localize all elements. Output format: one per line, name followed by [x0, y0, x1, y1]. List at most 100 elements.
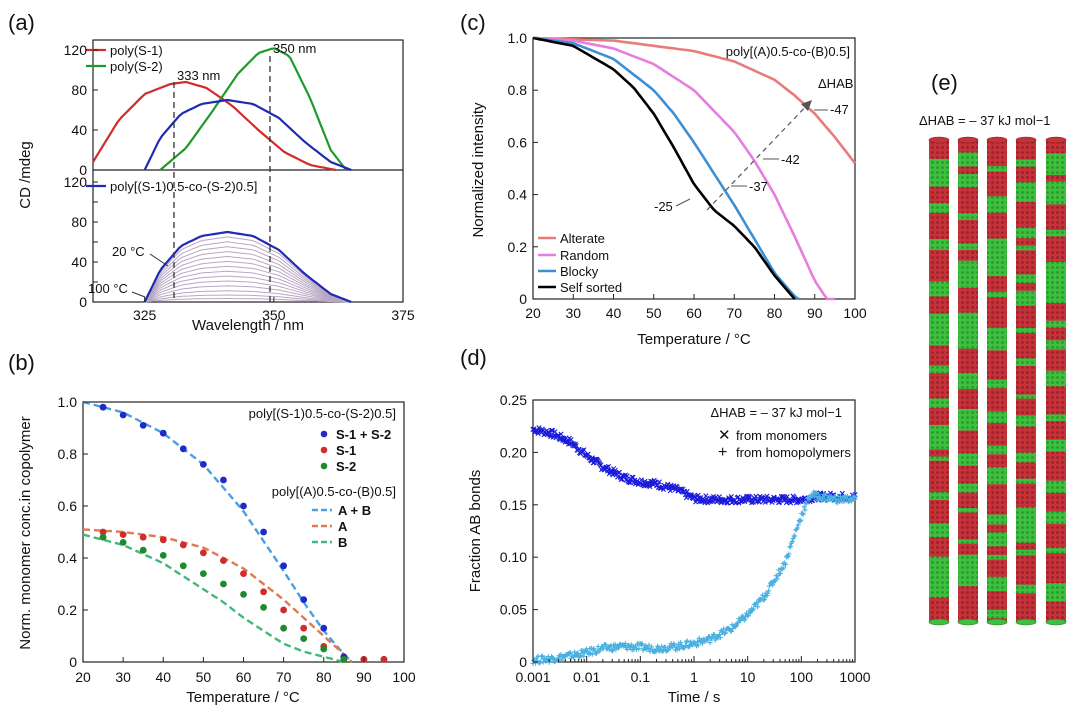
a-bottom-ytick-label-2: 40 [71, 254, 87, 270]
legend-b-item-5: A [338, 519, 348, 534]
a-bottom-gray-curve-8 [144, 275, 352, 303]
a-top-ytick-label-3: 120 [64, 42, 88, 58]
b-point-1-0 [99, 528, 107, 536]
panel-c-ticks: 20 30 40 50 60 70 80 90 100 0 0.2 0.4 0.6 0.8 1.0 [508, 30, 867, 321]
legend-b-dot-2 [320, 446, 328, 454]
a-xtick-label-0: 325 [133, 307, 157, 323]
rod-3-band-9 [1016, 415, 1036, 427]
b-point-1-6 [220, 557, 227, 564]
b-point-0-6 [220, 476, 227, 484]
rod-3-band-0 [1016, 159, 1036, 167]
a-bottom-gray-curve-5 [144, 260, 352, 303]
c-ytick-label-1: 0.2 [508, 239, 528, 255]
delta-h-value-47: -47 [830, 102, 849, 117]
rod-3 [1016, 140, 1036, 622]
a-bottom-gray-curve-12 [144, 294, 352, 303]
delta-h-value-42: -42 [781, 152, 800, 167]
rod-2-band-3 [987, 291, 1007, 298]
d-xtick-label-0: 0.001 [515, 669, 550, 685]
b-ytick-label-1: 0.2 [58, 602, 78, 618]
a-top-series-1 [159, 47, 348, 171]
rod-0-band-9 [929, 492, 949, 500]
d-xtick-label-5: 100 [790, 669, 814, 685]
a-bottom-gray-curve-13 [144, 298, 352, 303]
annotation-333nm: 333 nm [177, 68, 220, 83]
a-bottom-gray-curve-10 [144, 285, 352, 303]
d-ytick-label-4: 0.20 [500, 444, 527, 460]
c-series-2 [532, 36, 800, 301]
rod-0-band-4 [929, 313, 949, 346]
panel-a-frame [92, 39, 404, 303]
a-bottom-ytick-label-0: 0 [79, 294, 87, 310]
rod-4-band-2 [1046, 230, 1066, 237]
d-ytick-label-2: 0.10 [500, 549, 527, 565]
panel-e-label: (e) [931, 70, 958, 95]
rod-3-band-8 [1016, 394, 1036, 399]
b-point-1-4 [179, 541, 187, 549]
a-bottom-gray-curve-4 [144, 255, 352, 303]
rod-2-band-11 [987, 555, 1007, 560]
rod-0-band-2 [929, 239, 949, 250]
d-series-1 [530, 489, 858, 666]
b-xtick-label-2: 40 [155, 669, 171, 685]
c-xtick-label-0: 20 [525, 305, 541, 321]
rod-2-band-2 [987, 238, 1007, 277]
c-xtick-label-3: 50 [646, 305, 662, 321]
legend-c-item-4: Self sorted [560, 280, 622, 295]
rod-2-band-1 [987, 196, 1007, 213]
legend-d-item-1: from monomers [736, 428, 828, 443]
a-bottom-gray-curve-1 [144, 241, 352, 303]
rod-3-band-3 [1016, 245, 1036, 251]
b-point-2-4 [179, 562, 187, 570]
b-point-1-3 [159, 536, 167, 544]
b-point-2-0 [99, 533, 107, 541]
a-bottom-gray-curve-7 [144, 270, 352, 303]
b-point-0-10 [300, 596, 308, 603]
c-xtick-label-7: 90 [807, 305, 823, 321]
rod-0-band-6 [929, 398, 949, 408]
rod-1-band-12 [958, 554, 978, 587]
delta-h-value-37: -37 [749, 179, 768, 194]
c-xtick-label-5: 70 [726, 305, 742, 321]
rod-2-band-9 [987, 514, 1007, 525]
rod-1-band-11 [958, 539, 978, 544]
annotation-350nm: 350 nm [273, 41, 316, 56]
legend-b-item-6: B [338, 535, 347, 550]
rod-4-band-7 [1046, 414, 1066, 422]
rod-0-band-10 [929, 523, 949, 538]
rod-3-cap-bottom [1015, 618, 1037, 626]
annotation-100c: 100 °C [88, 281, 128, 296]
a-xtick-label-2: 375 [391, 307, 415, 323]
panel-a-ylabel: CD /mdeg [17, 141, 34, 209]
rod-2-band-0 [987, 166, 1007, 172]
b-ytick-label-5: 1.0 [58, 394, 78, 410]
c-xtick-label-4: 60 [686, 305, 702, 321]
panel-c-ylabel: Normalized intensity [470, 102, 487, 238]
a-bottom-gray-curve-11 [144, 290, 352, 303]
rod-4-band-6 [1046, 370, 1066, 387]
rod-2-cap-top [986, 136, 1008, 144]
rod-1-band-9 [958, 483, 978, 493]
rod-1-band-4 [958, 260, 978, 288]
b-ytick-label-4: 0.8 [58, 446, 78, 462]
legend-d-marker-1: ✕ [718, 427, 731, 444]
panel-a-top-plot [92, 47, 352, 172]
rod-0-cap-bottom [928, 618, 950, 626]
panel-a: (a) 333 nm 350 nm poly(S-1) poly(S-2) po… [8, 10, 415, 334]
rod-4-cap-top [1045, 136, 1067, 144]
legend-c-item-2: Random [560, 248, 609, 263]
legend-b-dot-3 [320, 462, 328, 470]
delta-h-value-25: -25 [654, 199, 673, 214]
rod-3-band-11 [1016, 478, 1036, 484]
panel-c: (c) 20 30 40 50 60 70 80 90 10000.20.40.60.81.0 … [460, 10, 867, 348]
rod-0-cap-top [928, 136, 950, 144]
panel-d-xlabel: Time / s [668, 689, 721, 706]
panel-a-xlabel: Wavelength / nm [192, 317, 304, 334]
legend-b-item-2: S-1 [336, 443, 356, 458]
panel-a-bottom-plot [143, 230, 352, 304]
b-ytick-label-2: 0.4 [58, 550, 78, 566]
b-point-2-12 [340, 656, 348, 663]
d-xtick-label-4: 10 [740, 669, 756, 685]
a-bottom-gray-curve-9 [144, 280, 352, 303]
rod-1-band-7 [958, 409, 978, 431]
